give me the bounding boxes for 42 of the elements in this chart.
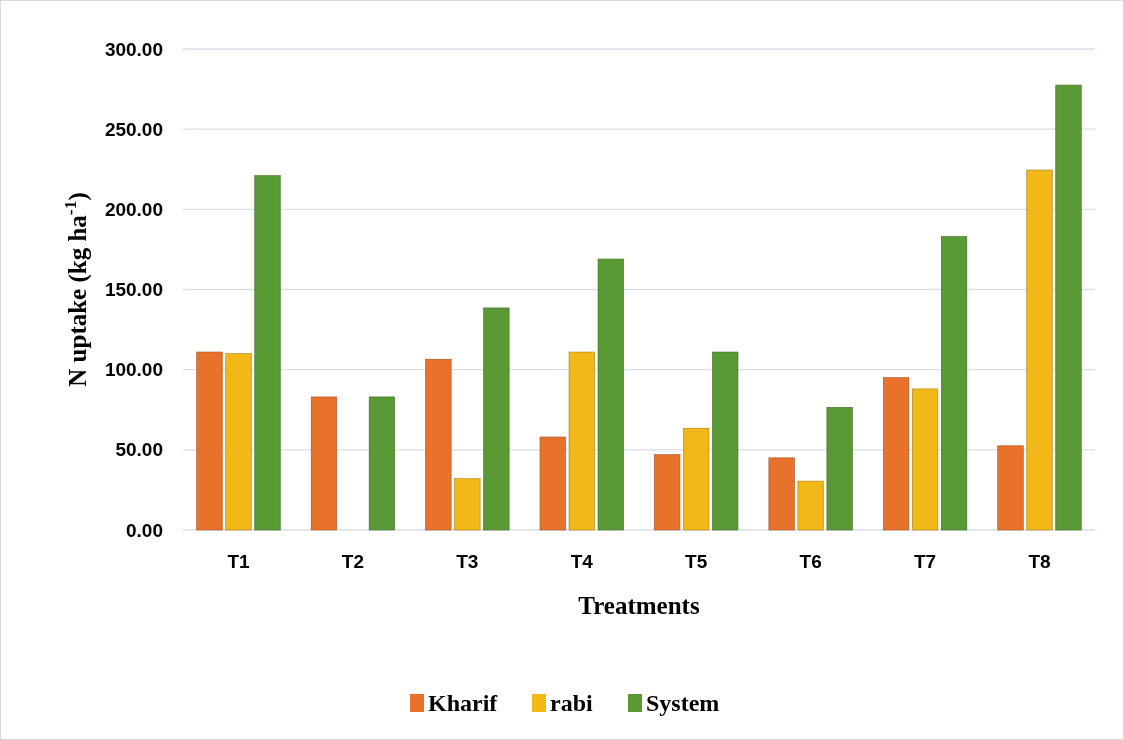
y-tick-label: 50.00 (115, 439, 163, 461)
bar (797, 480, 824, 531)
bar (654, 454, 681, 531)
bar (425, 358, 452, 531)
y-tick-label: 150.00 (104, 279, 163, 301)
bar (912, 388, 939, 531)
bar (196, 351, 223, 531)
bar (483, 307, 510, 531)
bar (712, 351, 739, 531)
x-tick-label: T2 (341, 551, 365, 572)
bar (826, 407, 853, 531)
bar (454, 478, 481, 531)
x-tick-label: T1 (227, 551, 251, 572)
legend-label: Kharif (428, 690, 499, 716)
x-tick-label: T7 (913, 551, 937, 572)
x-tick-label: T3 (456, 551, 479, 572)
bar (254, 175, 281, 531)
legend-label: System (646, 690, 720, 716)
bar (941, 236, 968, 531)
bar (368, 396, 395, 531)
x-tick-label: T6 (799, 551, 822, 572)
y-tick-label: 0.00 (126, 519, 163, 541)
bar (1026, 169, 1053, 531)
bar (539, 436, 566, 531)
bar (310, 396, 337, 531)
y-tick-label: 200.00 (104, 198, 163, 220)
legend-label: rabi (550, 690, 593, 716)
bar (883, 377, 910, 531)
x-tick-label: T5 (685, 551, 708, 572)
y-tick-label: 250.00 (104, 118, 163, 140)
bar (683, 427, 710, 531)
bar (225, 353, 252, 531)
bar (597, 258, 624, 531)
x-tick-label: T8 (1028, 551, 1051, 572)
bar (997, 445, 1024, 531)
y-tick-label: 100.00 (104, 359, 163, 381)
bar (568, 351, 595, 531)
bar (1055, 84, 1082, 531)
x-tick-label: T4 (570, 551, 594, 572)
y-tick-label: 300.00 (104, 38, 163, 60)
x-axis-title: Treatments (578, 592, 700, 619)
bar (768, 457, 795, 531)
